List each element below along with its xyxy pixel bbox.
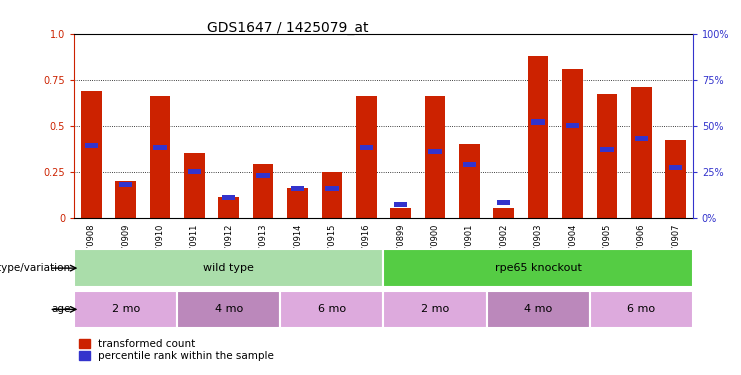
Bar xyxy=(153,145,167,150)
Bar xyxy=(322,172,342,217)
Bar xyxy=(597,94,617,218)
Bar xyxy=(280,291,384,328)
Bar xyxy=(119,182,133,187)
Bar xyxy=(462,162,476,167)
Bar xyxy=(394,202,408,207)
Bar xyxy=(359,145,373,150)
Bar xyxy=(325,186,339,190)
Bar xyxy=(184,153,205,218)
Text: wild type: wild type xyxy=(203,263,254,273)
Bar xyxy=(84,143,98,148)
Bar xyxy=(425,96,445,218)
Bar xyxy=(219,197,239,217)
Bar xyxy=(600,147,614,152)
Bar xyxy=(81,91,102,218)
Text: 4 mo: 4 mo xyxy=(215,304,243,314)
Text: 4 mo: 4 mo xyxy=(524,304,552,314)
Text: 2 mo: 2 mo xyxy=(112,304,140,314)
Bar xyxy=(391,209,411,218)
Bar xyxy=(566,123,579,128)
Text: age: age xyxy=(51,304,70,314)
Bar xyxy=(356,96,376,218)
Bar xyxy=(669,165,682,171)
Bar xyxy=(177,291,280,328)
Text: 6 mo: 6 mo xyxy=(627,304,655,314)
Text: 6 mo: 6 mo xyxy=(318,304,346,314)
Bar xyxy=(494,209,514,218)
Bar xyxy=(590,291,693,328)
Bar xyxy=(253,164,273,218)
Bar xyxy=(150,96,170,218)
Legend: transformed count, percentile rank within the sample: transformed count, percentile rank withi… xyxy=(79,339,274,361)
Bar xyxy=(634,136,648,141)
Text: GDS1647 / 1425079_at: GDS1647 / 1425079_at xyxy=(207,21,369,34)
Bar xyxy=(222,195,236,200)
Bar xyxy=(290,186,305,190)
Bar xyxy=(116,181,136,218)
Bar xyxy=(497,200,511,206)
Bar xyxy=(384,291,487,328)
Text: rpe65 knockout: rpe65 knockout xyxy=(495,263,582,273)
Bar xyxy=(384,249,693,287)
Bar xyxy=(74,291,177,328)
Bar xyxy=(528,56,548,217)
Bar xyxy=(531,119,545,124)
Text: 2 mo: 2 mo xyxy=(421,304,449,314)
Bar xyxy=(562,69,583,218)
Bar xyxy=(256,172,270,178)
Bar xyxy=(74,249,384,287)
Text: genotype/variation: genotype/variation xyxy=(0,263,70,273)
Bar xyxy=(665,140,686,218)
Bar xyxy=(631,87,651,218)
Bar xyxy=(288,188,308,218)
Bar xyxy=(187,169,201,174)
Bar xyxy=(459,144,479,218)
Bar xyxy=(487,291,590,328)
Bar xyxy=(428,149,442,154)
